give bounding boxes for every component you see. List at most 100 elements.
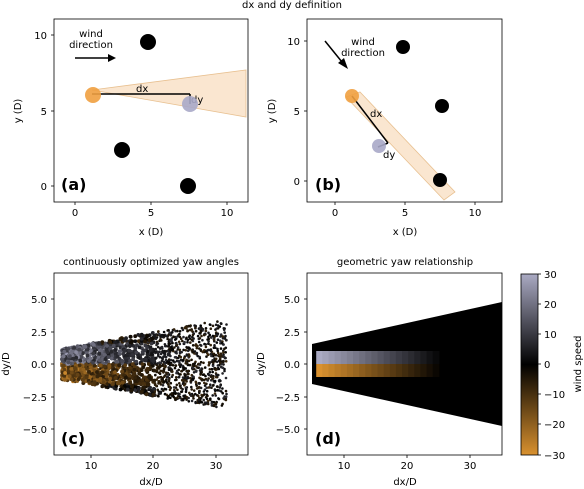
scatter-point [116, 381, 120, 386]
scatter-point [169, 334, 173, 337]
y-tick-label: −5.0 [276, 425, 300, 436]
scatter-point [72, 346, 77, 350]
scatter-point [69, 377, 74, 382]
scatter-point [208, 370, 212, 374]
scatter-point [110, 382, 115, 386]
scatter-point [130, 339, 135, 344]
scatter-point [132, 367, 137, 372]
y-tick-label: 10 [287, 37, 300, 48]
scatter-point [224, 351, 227, 354]
scatter-point [117, 363, 121, 368]
scatter-point [215, 405, 218, 409]
scatter-point [170, 392, 174, 396]
scatter-point [133, 375, 138, 380]
scatter-point [209, 352, 213, 356]
x-tick-label: 30 [464, 461, 477, 472]
y-ticks-b: 10 5 0 [287, 37, 307, 188]
scatter-point [174, 329, 177, 333]
scatter-point [203, 384, 207, 387]
scatter-point [86, 343, 91, 348]
scatter-point [184, 349, 188, 352]
scatter-point [137, 371, 142, 376]
scatter-point [145, 334, 150, 338]
wind-direction-label-b: wind direction [341, 37, 385, 59]
yaw-angle-points [60, 320, 228, 409]
heatmap-cell [322, 351, 329, 364]
x-tick-label: 5 [402, 208, 408, 219]
y-tick-label: 5.0 [31, 295, 47, 306]
scatter-point [224, 398, 227, 401]
scatter-point [207, 335, 210, 339]
scatter-point [179, 365, 182, 369]
scatter-point [187, 400, 191, 403]
scatter-point [207, 386, 210, 389]
scatter-point [219, 339, 222, 343]
scatter-point [105, 377, 110, 382]
scatter-point [121, 351, 125, 356]
y-ticks-c: 5.0 2.5 0.0 −2.5 −5.0 [23, 295, 54, 436]
colorbar-tick-label: −30 [544, 451, 565, 462]
scatter-point [129, 388, 134, 393]
y-tick-label: 0 [294, 177, 300, 188]
scatter-point [120, 359, 125, 363]
scatter-point [71, 356, 76, 361]
scatter-point [162, 330, 166, 334]
scatter-point [145, 345, 150, 350]
x-tick-label: 10 [338, 461, 351, 472]
scatter-point [78, 358, 83, 363]
scatter-point [159, 338, 162, 341]
scatter-point [100, 340, 105, 344]
scatter-point [194, 392, 197, 396]
y-tick-label: 2.5 [31, 328, 47, 339]
scatter-point [183, 356, 186, 360]
scatter-point [141, 382, 146, 386]
scatter-point [127, 343, 132, 348]
scatter-point [163, 362, 167, 365]
scatter-point [158, 376, 162, 379]
scatter-point [186, 325, 190, 328]
scatter-point [194, 329, 198, 333]
y-ticks-d: 5.0 2.5 0.0 −2.5 −5.0 [276, 295, 307, 436]
scatter-point [101, 383, 105, 388]
scatter-point [199, 360, 203, 364]
scatter-point [194, 381, 198, 385]
dx-line-b [351, 95, 389, 144]
scatter-point [195, 352, 198, 356]
scatter-point [127, 369, 132, 374]
scatter-point [118, 337, 123, 342]
scatter-point [199, 329, 203, 332]
scatter-point [154, 373, 157, 377]
scatter-point [197, 381, 201, 385]
scatter-point [210, 336, 213, 339]
heatmap-cell [426, 351, 434, 364]
scatter-point [99, 348, 104, 353]
scatter-point [210, 354, 213, 358]
scatter-point [145, 352, 150, 357]
scatter-point [162, 371, 165, 374]
scatter-point [159, 352, 163, 356]
scatter-point [161, 383, 165, 387]
scatter-point [186, 372, 189, 376]
wind-direction-label-a: wind direction [69, 29, 113, 51]
scatter-point [113, 370, 117, 375]
heatmap-cell [365, 351, 372, 364]
heatmap-cell [426, 364, 434, 377]
scatter-point [224, 360, 228, 363]
heatmap-cell [402, 364, 409, 377]
scatter-point [184, 374, 187, 378]
scatter-point [88, 349, 93, 354]
turbine-downstream [182, 96, 198, 112]
panel-label-a: (a) [61, 175, 86, 194]
scatter-point [189, 376, 192, 380]
scatter-point [203, 381, 206, 385]
x-axis-label-a: x (D) [139, 227, 164, 238]
scatter-point [209, 349, 213, 353]
scatter-point [185, 358, 188, 362]
scatter-point [122, 338, 127, 343]
x-ticks-b: 0 5 10 [332, 202, 481, 219]
heatmap-cell [414, 351, 421, 364]
scatter-point [167, 361, 171, 364]
scatter-point [186, 329, 190, 332]
scatter-point [123, 363, 128, 368]
scatter-point [97, 378, 102, 383]
